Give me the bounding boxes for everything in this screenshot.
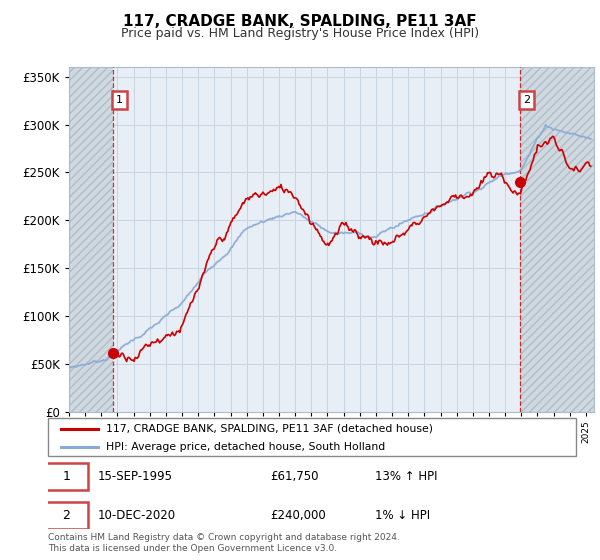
Text: HPI: Average price, detached house, South Holland: HPI: Average price, detached house, Sout…	[106, 442, 385, 452]
Text: 1: 1	[62, 470, 70, 483]
Bar	[520, 67, 594, 412]
Text: 2: 2	[523, 95, 530, 105]
Text: 13% ↑ HPI: 13% ↑ HPI	[376, 470, 438, 483]
Text: 15-SEP-1995: 15-SEP-1995	[98, 470, 173, 483]
Text: Contains HM Land Registry data © Crown copyright and database right 2024.
This d: Contains HM Land Registry data © Crown c…	[48, 533, 400, 553]
Text: 117, CRADGE BANK, SPALDING, PE11 3AF: 117, CRADGE BANK, SPALDING, PE11 3AF	[123, 14, 477, 29]
Bar	[69, 67, 113, 412]
Text: 117, CRADGE BANK, SPALDING, PE11 3AF (detached house): 117, CRADGE BANK, SPALDING, PE11 3AF (de…	[106, 424, 433, 434]
Text: Price paid vs. HM Land Registry's House Price Index (HPI): Price paid vs. HM Land Registry's House …	[121, 27, 479, 40]
Text: 10-DEC-2020: 10-DEC-2020	[98, 508, 176, 522]
FancyBboxPatch shape	[46, 502, 88, 529]
Text: £240,000: £240,000	[270, 508, 326, 522]
Text: 1% ↓ HPI: 1% ↓ HPI	[376, 508, 430, 522]
Text: 2: 2	[62, 508, 70, 522]
FancyBboxPatch shape	[46, 464, 88, 490]
Text: £61,750: £61,750	[270, 470, 318, 483]
Text: 1: 1	[116, 95, 123, 105]
FancyBboxPatch shape	[48, 418, 576, 456]
